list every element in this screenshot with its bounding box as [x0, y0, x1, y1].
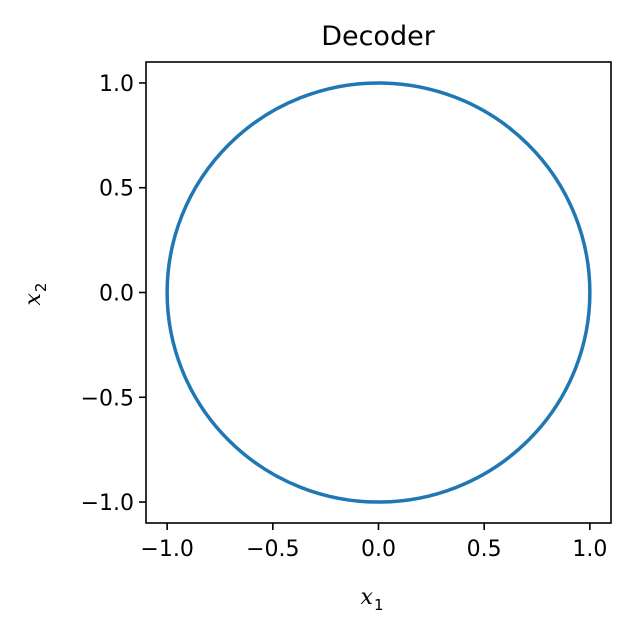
x-tick-label: −0.5 [246, 537, 299, 562]
chart-title: Decoder [321, 21, 436, 52]
series-line-0 [165, 81, 592, 504]
x-tick-label: 0.0 [361, 537, 396, 562]
y-axis-label: x2 [21, 283, 50, 306]
x-tick-label: 0.5 [467, 537, 502, 562]
x-axis-ticks: −1.0 −0.5 0.0 0.5 1.0 [140, 523, 607, 562]
plot-area-frame [145, 61, 612, 524]
series-layer [165, 81, 592, 504]
y-tick-label: −1.0 [81, 491, 134, 516]
y-tick-label: 0.5 [99, 177, 134, 202]
y-axis-ticks: −1.0 −0.5 0.0 0.5 1.0 [81, 72, 146, 516]
y-tick-label: −0.5 [81, 386, 134, 411]
x-axis-label: x1 [361, 585, 384, 614]
y-axis-label-base: x [21, 292, 46, 305]
y-tick-label: 0.0 [99, 282, 134, 307]
x-tick-label: 1.0 [572, 537, 607, 562]
y-axis-label-sub: 2 [32, 283, 50, 293]
y-tick-label: 1.0 [99, 72, 134, 97]
x-axis-label-sub: 1 [374, 596, 384, 614]
x-tick-label: −1.0 [140, 537, 193, 562]
x-axis-label-base: x [361, 585, 374, 610]
